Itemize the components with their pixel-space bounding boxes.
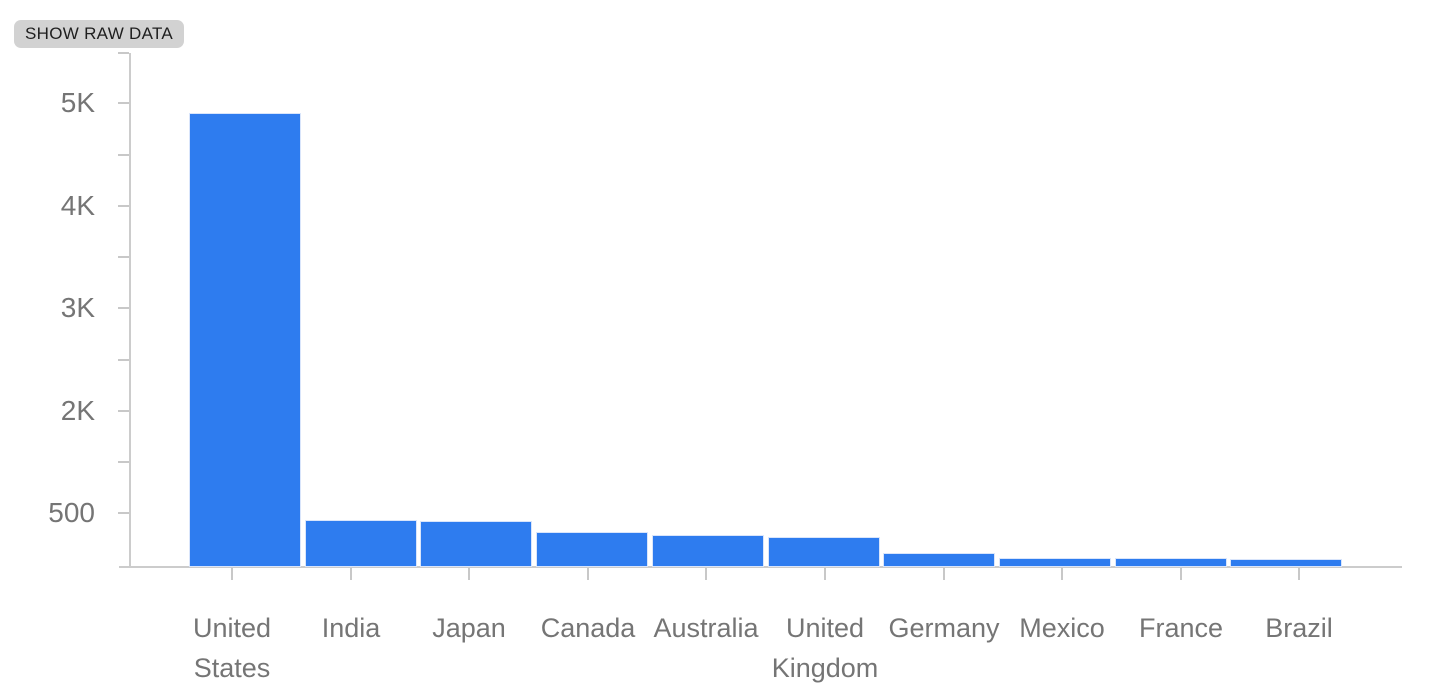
- x-axis-tick: [943, 568, 945, 580]
- y-axis-minor-tick: [118, 52, 129, 54]
- bar-france[interactable]: [1115, 558, 1227, 567]
- bar-japan[interactable]: [420, 521, 532, 567]
- x-axis-label-germany: Germany: [888, 613, 1000, 643]
- bar-brazil[interactable]: [1230, 559, 1342, 567]
- x-axis-tick: [824, 568, 826, 580]
- bar-united-kingdom[interactable]: [768, 537, 880, 567]
- bar-australia[interactable]: [652, 535, 764, 567]
- x-axis-label-united-states: United States: [192, 613, 272, 683]
- x-axis-label-brazil: Brazil: [1265, 613, 1333, 643]
- x-axis-tick: [468, 568, 470, 580]
- bar-united-states[interactable]: [189, 113, 301, 567]
- x-axis-tick: [1061, 568, 1063, 580]
- bar-india[interactable]: [305, 520, 417, 567]
- y-axis-label: 500: [48, 497, 95, 528]
- x-axis-tick: [1180, 568, 1182, 580]
- x-axis-tick: [587, 568, 589, 580]
- y-axis-minor-tick: [118, 461, 129, 463]
- y-axis-label: 4K: [60, 190, 95, 221]
- y-axis-major-tick: [118, 307, 129, 309]
- x-axis-label-united-kingdom: United Kingdom: [771, 613, 879, 683]
- bar-mexico[interactable]: [999, 558, 1111, 567]
- y-axis-label: 5K: [60, 87, 95, 118]
- x-axis-label-india: India: [321, 613, 381, 643]
- x-axis-line: [119, 566, 1402, 568]
- x-axis-label-mexico: Mexico: [1019, 613, 1105, 643]
- x-axis-tick: [231, 568, 233, 580]
- y-axis-label: 2K: [60, 395, 95, 426]
- show-raw-data-button[interactable]: SHOW RAW DATA: [14, 20, 185, 48]
- y-axis-major-tick: [118, 205, 129, 207]
- y-axis-minor-tick: [118, 256, 129, 258]
- x-axis-tick: [705, 568, 707, 580]
- y-axis-major-tick: [118, 102, 129, 104]
- y-axis-label: 3K: [60, 292, 95, 323]
- x-axis-tick: [1298, 568, 1300, 580]
- x-axis-tick: [350, 568, 352, 580]
- bar-germany[interactable]: [883, 553, 995, 567]
- x-axis-label-japan: Japan: [432, 613, 506, 643]
- x-axis-label-france: France: [1138, 613, 1224, 643]
- x-axis-label-canada: Canada: [540, 613, 636, 643]
- y-axis-line: [129, 53, 131, 568]
- y-axis-minor-tick: [118, 359, 129, 361]
- bar-canada[interactable]: [536, 532, 648, 567]
- y-axis-major-tick: [118, 410, 129, 412]
- x-axis-label-australia: Australia: [653, 613, 759, 643]
- y-axis-minor-tick: [118, 154, 129, 156]
- y-axis-major-tick: [118, 512, 129, 514]
